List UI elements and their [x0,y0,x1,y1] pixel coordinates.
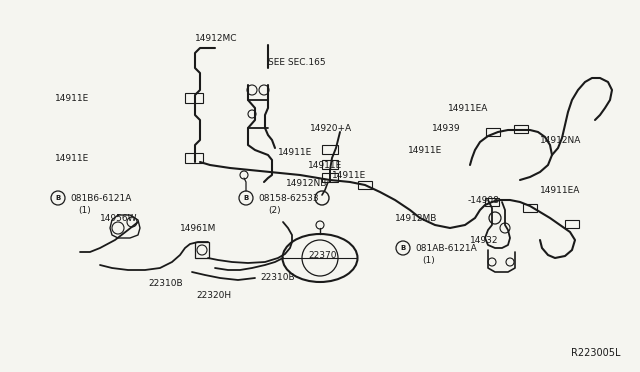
Text: 14911EA: 14911EA [448,103,488,112]
Bar [523,204,537,212]
Text: -14908: -14908 [468,196,500,205]
Text: 22310B: 22310B [148,279,182,289]
Text: 14912NB: 14912NB [286,179,328,187]
Bar [322,160,338,169]
Text: 14911E: 14911E [332,170,366,180]
Text: 14956W: 14956W [100,214,138,222]
Bar [322,145,338,154]
Text: 081B6-6121A: 081B6-6121A [70,193,131,202]
Bar [195,242,209,258]
Text: (1): (1) [78,205,91,215]
Text: 08158-62533: 08158-62533 [258,193,319,202]
Text: B: B [243,195,248,201]
Text: (2): (2) [268,205,280,215]
Text: 081AB-6121A: 081AB-6121A [415,244,477,253]
Text: (1): (1) [422,256,435,264]
Bar [514,125,528,133]
Text: 14939: 14939 [432,124,461,132]
Text: 14912MC: 14912MC [195,33,237,42]
Bar [322,173,338,182]
Text: 22320H: 22320H [196,292,231,301]
Bar [185,93,203,103]
Text: 14912MB: 14912MB [395,214,437,222]
Text: 14920+A: 14920+A [310,124,352,132]
Text: 14911E: 14911E [308,160,342,170]
Text: 14911E: 14911E [55,154,89,163]
Text: 14932: 14932 [470,235,499,244]
Text: 14911E: 14911E [278,148,312,157]
Bar [358,181,372,189]
Text: 14912NA: 14912NA [540,135,581,144]
Text: 14961M: 14961M [180,224,216,232]
Text: 22370: 22370 [308,251,337,260]
Text: SEE SEC.165: SEE SEC.165 [268,58,326,67]
Text: B: B [56,195,61,201]
Bar [486,128,500,136]
Bar [485,198,499,206]
Text: 14911E: 14911E [55,93,89,103]
Bar [565,220,579,228]
Bar [185,153,203,163]
Text: 14911E: 14911E [408,145,442,154]
Text: 22310B: 22310B [260,273,294,282]
Text: 14911EA: 14911EA [540,186,580,195]
Text: B: B [401,245,406,251]
Text: R223005L: R223005L [570,348,620,358]
